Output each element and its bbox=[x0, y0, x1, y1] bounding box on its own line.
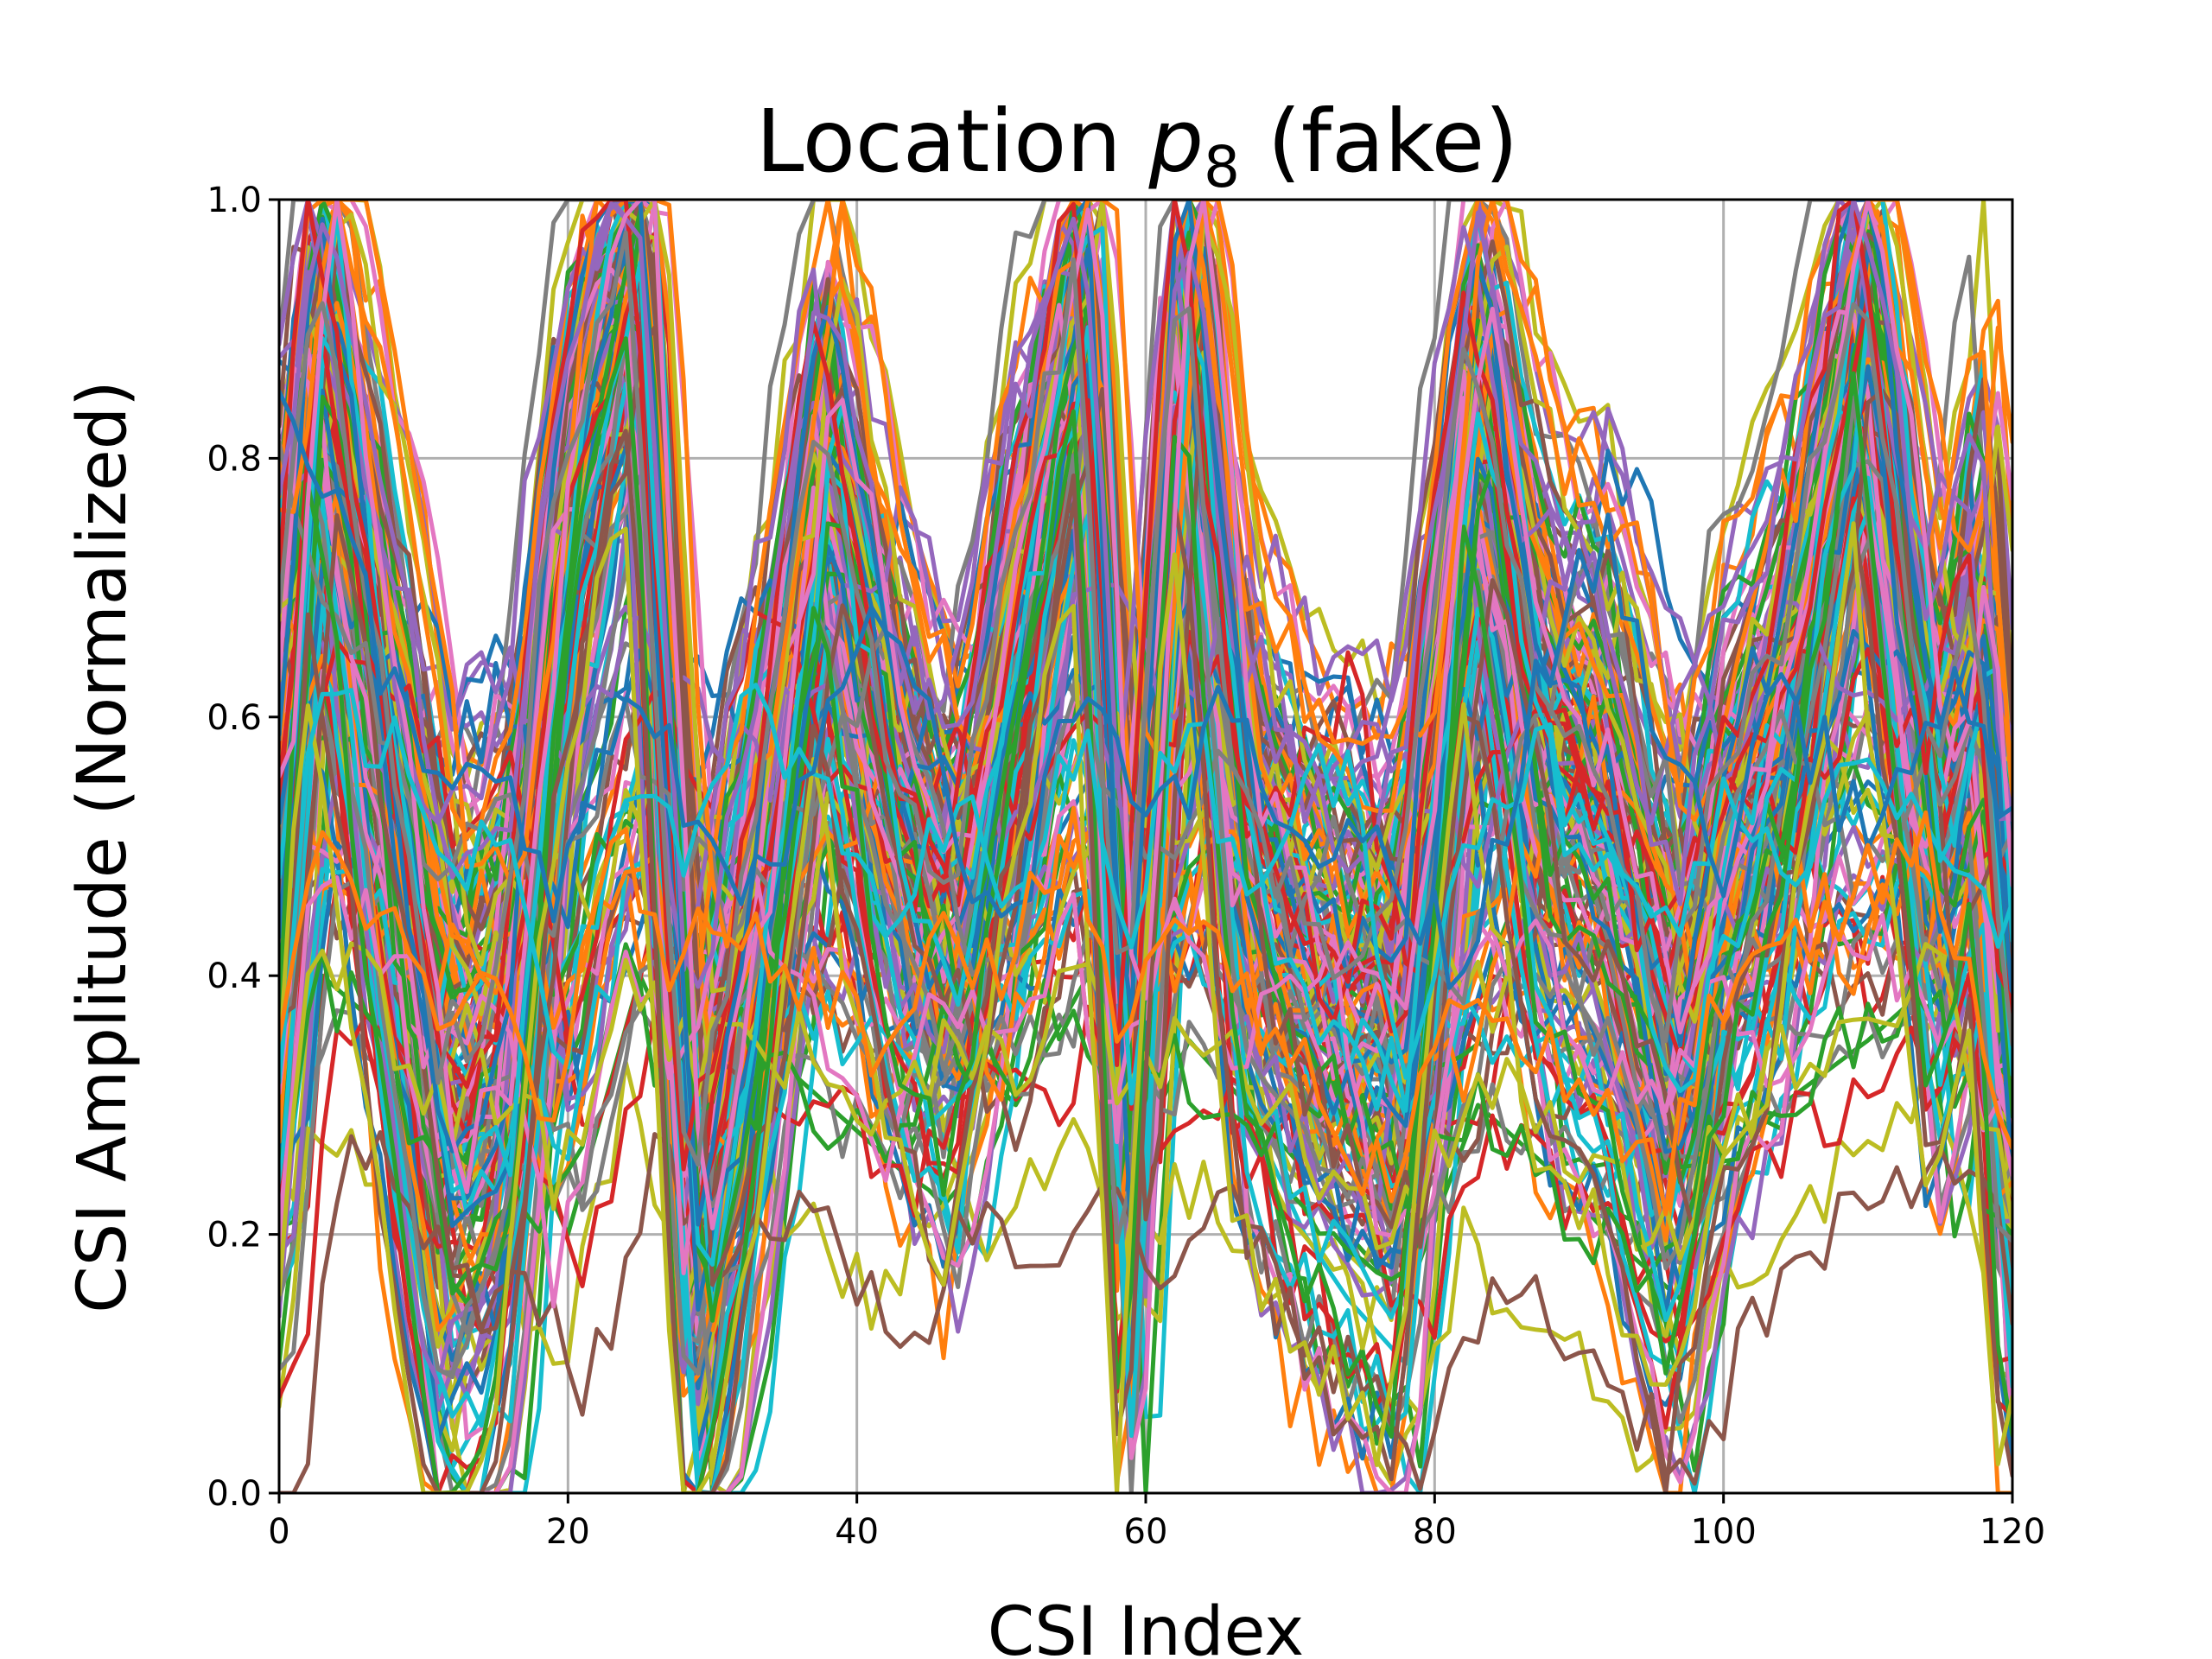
y-axis-title: CSI Amplitude (Normalized) bbox=[64, 380, 142, 1313]
chart-title: Location p8 (fake) bbox=[756, 91, 1518, 200]
x-tick-label: 120 bbox=[1980, 1512, 2045, 1552]
x-axis-title: CSI Index bbox=[988, 1593, 1305, 1659]
series-line bbox=[279, 389, 2012, 990]
series-line bbox=[279, 325, 2012, 1332]
series-line bbox=[279, 1130, 2012, 1493]
series-line bbox=[279, 230, 2012, 1167]
x-tick-label: 0 bbox=[268, 1512, 289, 1552]
x-tick-label: 80 bbox=[1413, 1512, 1457, 1552]
series-line bbox=[279, 382, 2012, 1476]
y-axis-ticks: 0.0 0.2 0.4 0.6 0.8 1.0 bbox=[207, 181, 279, 1514]
x-tick-label: 20 bbox=[546, 1512, 590, 1552]
y-tick-label: 0.6 bbox=[207, 698, 262, 738]
x-tick-label: 40 bbox=[835, 1512, 879, 1552]
series-line bbox=[279, 200, 2012, 973]
y-tick-label: 0.2 bbox=[207, 1216, 262, 1255]
x-axis-ticks: 0 20 40 60 80 100 120 bbox=[268, 1493, 2045, 1552]
series-line bbox=[279, 429, 2012, 1493]
series-line bbox=[279, 521, 2012, 1493]
y-tick-label: 0.0 bbox=[207, 1474, 262, 1514]
series-line bbox=[279, 805, 2012, 1217]
x-tick-label: 100 bbox=[1690, 1512, 1756, 1552]
series-line bbox=[279, 200, 2012, 1172]
y-tick-label: 0.4 bbox=[207, 957, 262, 996]
x-tick-label: 60 bbox=[1124, 1512, 1168, 1552]
series-line bbox=[279, 683, 2012, 1085]
series-lines bbox=[279, 200, 2012, 1493]
y-tick-label: 1.0 bbox=[207, 181, 262, 220]
y-tick-label: 0.8 bbox=[207, 439, 262, 479]
